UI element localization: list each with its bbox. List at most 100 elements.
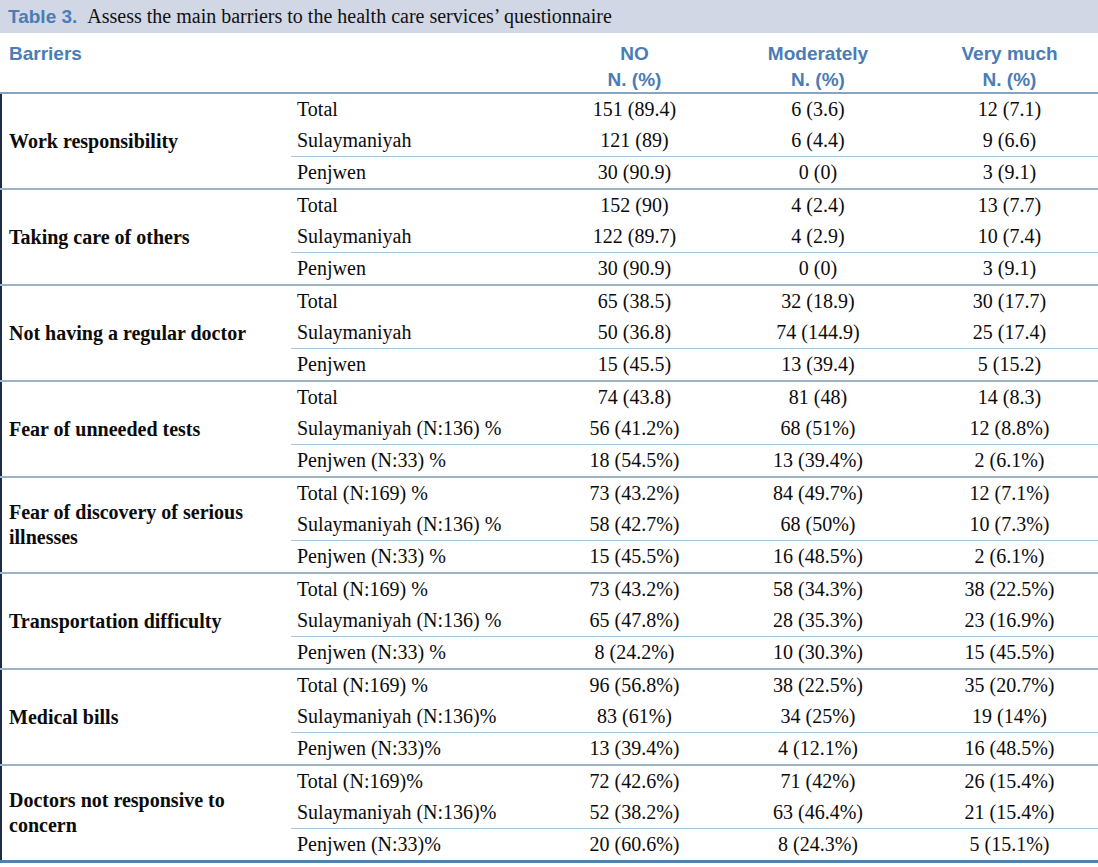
subgroup-label: Penjwen (N:33) % <box>291 637 553 670</box>
subgroup-label: Total <box>291 93 553 125</box>
verymuch-value: 9 (6.6) <box>920 125 1098 157</box>
verymuch-value: 5 (15.1%) <box>920 829 1098 862</box>
moderately-value: 13 (39.4%) <box>716 445 920 478</box>
subgroup-label: Sulaymaniyah (N:136) % <box>291 413 553 445</box>
verymuch-value: 12 (7.1) <box>920 93 1098 125</box>
moderately-value: 16 (48.5%) <box>716 541 920 574</box>
subgroup-label: Sulaymaniyah <box>291 317 553 349</box>
no-value: 30 (90.9) <box>553 157 716 190</box>
no-value: 96 (56.8%) <box>553 669 716 701</box>
no-value: 73 (43.2%) <box>553 477 716 509</box>
table-caption-text: Assess the main barriers to the health c… <box>87 5 611 28</box>
verymuch-value: 10 (7.3%) <box>920 509 1098 541</box>
no-value: 52 (38.2%) <box>553 797 716 829</box>
verymuch-value: 10 (7.4) <box>920 221 1098 253</box>
no-value: 58 (42.7%) <box>553 509 716 541</box>
moderately-value: 81 (48) <box>716 381 920 413</box>
column-header-moderately: Moderately N. (%) <box>716 33 920 93</box>
no-value: 83 (61%) <box>553 701 716 733</box>
moderately-value: 4 (12.1%) <box>716 733 920 766</box>
table-page: Table 3. Assess the main barriers to the… <box>0 0 1098 867</box>
no-value: 74 (43.8) <box>553 381 716 413</box>
subgroup-label: Total (N:169) % <box>291 477 553 509</box>
verymuch-value: 21 (15.4%) <box>920 797 1098 829</box>
header-row: Barriers NO N. (%) Moderately N. (%) Ver… <box>1 33 1098 93</box>
column-header-verymuch: Very much N. (%) <box>920 33 1098 93</box>
table-caption: Table 3. Assess the main barriers to the… <box>0 0 1098 33</box>
moderately-value: 28 (35.3%) <box>716 605 920 637</box>
subgroup-label: Penjwen (N:33)% <box>291 733 553 766</box>
subgroup-label: Total <box>291 189 553 221</box>
barriers-table: Barriers NO N. (%) Moderately N. (%) Ver… <box>0 33 1098 863</box>
no-value: 13 (39.4%) <box>553 733 716 766</box>
no-value: 18 (54.5%) <box>553 445 716 478</box>
verymuch-value: 2 (6.1%) <box>920 541 1098 574</box>
column-header-verymuch-line2: N. (%) <box>920 67 1098 93</box>
no-value: 122 (89.7) <box>553 221 716 253</box>
verymuch-value: 5 (15.2) <box>920 349 1098 382</box>
subgroup-label: Penjwen <box>291 349 553 382</box>
verymuch-value: 12 (8.8%) <box>920 413 1098 445</box>
moderately-value: 68 (51%) <box>716 413 920 445</box>
barrier-group-label: Medical bills <box>1 669 291 765</box>
moderately-value: 38 (22.5%) <box>716 669 920 701</box>
no-value: 15 (45.5) <box>553 349 716 382</box>
table-row: Doctors not responsive to concern Total … <box>1 765 1098 797</box>
column-header-no-line2: N. (%) <box>553 67 716 93</box>
subgroup-label: Penjwen (N:33) % <box>291 541 553 574</box>
moderately-value: 4 (2.4) <box>716 189 920 221</box>
moderately-value: 71 (42%) <box>716 765 920 797</box>
subgroup-label: Total <box>291 381 553 413</box>
moderately-value: 32 (18.9) <box>716 285 920 317</box>
barrier-group-label: Fear of discovery of serious illnesses <box>1 477 291 573</box>
no-value: 151 (89.4) <box>553 93 716 125</box>
verymuch-value: 14 (8.3) <box>920 381 1098 413</box>
no-value: 152 (90) <box>553 189 716 221</box>
verymuch-value: 30 (17.7) <box>920 285 1098 317</box>
table-row: Medical bills Total (N:169) % 96 (56.8%)… <box>1 669 1098 701</box>
moderately-value: 58 (34.3%) <box>716 573 920 605</box>
moderately-value: 63 (46.4%) <box>716 797 920 829</box>
no-value: 30 (90.9) <box>553 253 716 286</box>
table-row: Transportation difficulty Total (N:169) … <box>1 573 1098 605</box>
verymuch-value: 19 (14%) <box>920 701 1098 733</box>
subgroup-label: Sulaymaniyah (N:136) % <box>291 605 553 637</box>
subgroup-label: Total <box>291 285 553 317</box>
verymuch-value: 3 (9.1) <box>920 157 1098 190</box>
column-header-verymuch-line1: Very much <box>920 41 1098 67</box>
column-header-moderately-line1: Moderately <box>716 41 920 67</box>
moderately-value: 6 (4.4) <box>716 125 920 157</box>
subgroup-label: Sulaymaniyah (N:136)% <box>291 797 553 829</box>
table-caption-label: Table 3. <box>8 6 77 28</box>
barrier-group-label: Taking care of others <box>1 189 291 285</box>
table-row: Work responsibility Total 151 (89.4) 6 (… <box>1 93 1098 125</box>
moderately-value: 13 (39.4) <box>716 349 920 382</box>
subgroup-label: Sulaymaniyah <box>291 125 553 157</box>
verymuch-value: 25 (17.4) <box>920 317 1098 349</box>
verymuch-value: 3 (9.1) <box>920 253 1098 286</box>
verymuch-value: 15 (45.5%) <box>920 637 1098 670</box>
barrier-group-label: Not having a regular doctor <box>1 285 291 381</box>
moderately-value: 6 (3.6) <box>716 93 920 125</box>
verymuch-value: 26 (15.4%) <box>920 765 1098 797</box>
moderately-value: 0 (0) <box>716 157 920 190</box>
subgroup-label: Total (N:169)% <box>291 765 553 797</box>
subgroup-label: Penjwen (N:33) % <box>291 445 553 478</box>
no-value: 65 (38.5) <box>553 285 716 317</box>
verymuch-value: 23 (16.9%) <box>920 605 1098 637</box>
table-row: Fear of discovery of serious illnesses T… <box>1 477 1098 509</box>
subgroup-label: Penjwen (N:33)% <box>291 829 553 862</box>
no-value: 72 (42.6%) <box>553 765 716 797</box>
column-header-moderately-line2: N. (%) <box>716 67 920 93</box>
barrier-group-label: Transportation difficulty <box>1 573 291 669</box>
barrier-group-label: Work responsibility <box>1 93 291 189</box>
subgroup-label: Total (N:169) % <box>291 573 553 605</box>
moderately-value: 84 (49.7%) <box>716 477 920 509</box>
verymuch-value: 12 (7.1%) <box>920 477 1098 509</box>
no-value: 50 (36.8) <box>553 317 716 349</box>
subgroup-label: Sulaymaniyah <box>291 221 553 253</box>
no-value: 121 (89) <box>553 125 716 157</box>
column-header-barriers: Barriers <box>1 33 553 93</box>
moderately-value: 34 (25%) <box>716 701 920 733</box>
moderately-value: 74 (144.9) <box>716 317 920 349</box>
